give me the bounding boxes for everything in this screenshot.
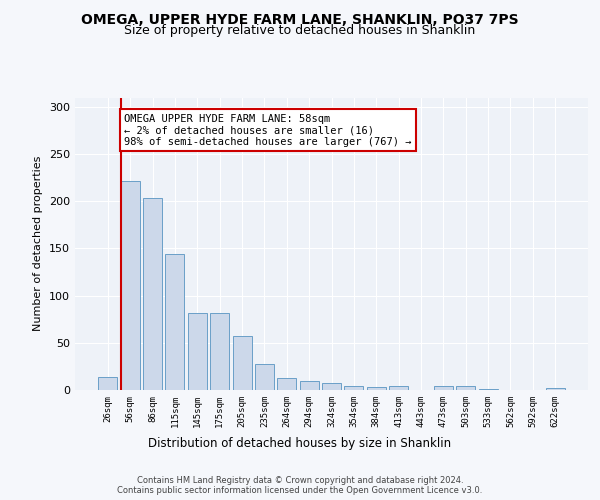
Bar (277, 378, 296, 390)
Bar (545, 388, 565, 390)
Bar (434, 386, 453, 390)
Text: Distribution of detached houses by size in Shanklin: Distribution of detached houses by size … (148, 438, 452, 450)
Y-axis label: Number of detached properties: Number of detached properties (34, 156, 43, 332)
Bar (188, 312, 207, 390)
Text: OMEGA, UPPER HYDE FARM LANE, SHANKLIN, PO37 7PS: OMEGA, UPPER HYDE FARM LANE, SHANKLIN, P… (81, 12, 519, 26)
Bar (344, 386, 364, 390)
Bar (143, 198, 162, 390)
Bar (166, 254, 184, 390)
Text: OMEGA UPPER HYDE FARM LANE: 58sqm
← 2% of detached houses are smaller (16)
98% o: OMEGA UPPER HYDE FARM LANE: 58sqm ← 2% o… (124, 114, 412, 146)
Bar (456, 386, 475, 390)
Bar (389, 386, 408, 390)
Bar (210, 312, 229, 390)
Bar (233, 336, 251, 390)
Bar (322, 384, 341, 390)
Bar (255, 364, 274, 390)
Bar (367, 387, 386, 390)
Text: Size of property relative to detached houses in Shanklin: Size of property relative to detached ho… (124, 24, 476, 37)
Bar (121, 180, 140, 390)
Bar (299, 380, 319, 390)
Bar (479, 389, 497, 390)
Text: Contains HM Land Registry data © Crown copyright and database right 2024.
Contai: Contains HM Land Registry data © Crown c… (118, 476, 482, 495)
Bar (98, 377, 118, 390)
